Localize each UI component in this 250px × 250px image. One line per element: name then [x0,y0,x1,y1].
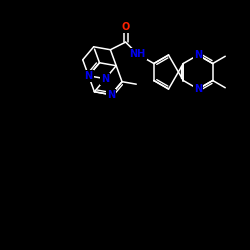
Text: N: N [194,50,202,60]
Text: N: N [107,90,115,100]
Text: N: N [194,84,202,94]
Text: N: N [101,74,109,84]
Text: O: O [122,22,130,32]
Text: NH: NH [130,49,146,59]
Text: N: N [84,71,92,81]
